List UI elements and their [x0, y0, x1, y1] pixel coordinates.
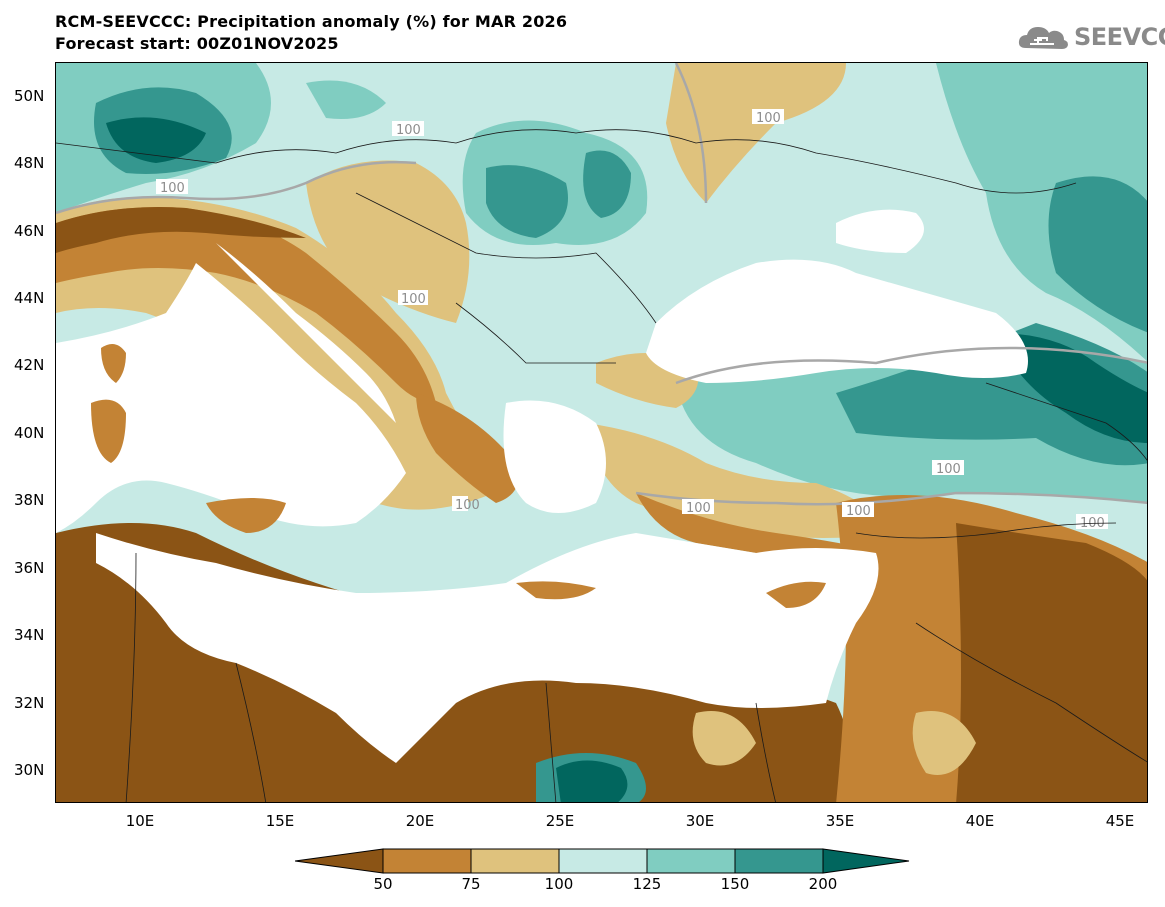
- lon-tick-label: 15E: [265, 812, 295, 830]
- contour-label: 100: [846, 504, 871, 519]
- lat-tick-label: 30N: [14, 761, 45, 779]
- lon-tick-label: 40E: [965, 812, 995, 830]
- contour-label: 100: [455, 498, 480, 513]
- egypt-dry-patch: [692, 711, 756, 766]
- logo-text: SEEVCCC: [1074, 23, 1165, 51]
- caucasus-extreme-wet-region: [996, 333, 1147, 443]
- south-anatolia-dry-band: [636, 493, 886, 565]
- lat-tick-label: 40N: [14, 424, 45, 442]
- pannonian-dry-region: [306, 160, 470, 323]
- contour-100-ukraine: [674, 63, 708, 204]
- aegean-sea: [503, 400, 606, 513]
- corsica-island: [101, 344, 126, 383]
- tyrrhenian-sea: [56, 263, 406, 533]
- russia-very-wet-region: [1048, 176, 1147, 333]
- colorbar-label: 75: [461, 875, 481, 893]
- colorbar-label: 100: [544, 875, 574, 893]
- lon-tick-label: 25E: [545, 812, 575, 830]
- greece-dry-band: [416, 393, 519, 503]
- border-line: [455, 302, 616, 364]
- contour-label: 100: [396, 123, 421, 138]
- border-line: [985, 382, 1147, 461]
- precipitation-anomaly-map: 100 100 100 100 100 100 100 100 100: [55, 62, 1148, 803]
- forecast-start-subtitle: Forecast start: 00Z01NOV2025: [55, 34, 339, 53]
- colorbar-segment: [822, 848, 910, 874]
- lat-tick-label: 50N: [14, 87, 45, 105]
- lat-tick-label: 38N: [14, 491, 45, 509]
- mediterranean-sea: [96, 533, 879, 763]
- ukraine-dry-patch: [666, 63, 846, 203]
- alps-extreme-wet-region: [106, 117, 206, 163]
- map-canvas: 100 100 100 100 100 100 100 100 100: [56, 63, 1147, 802]
- adriatic-sea: [216, 243, 396, 423]
- colorbar-label: 200: [808, 875, 838, 893]
- colorbar-segment: [558, 848, 648, 874]
- adriatic-dry-band: [56, 207, 436, 403]
- contour-label: 100: [401, 292, 426, 307]
- colorbar-segment: [470, 848, 560, 874]
- map-title: RCM-SEEVCCC: Precipitation anomaly (%) f…: [55, 12, 568, 31]
- lon-tick-label: 20E: [405, 812, 435, 830]
- alps-very-dry-band: [56, 207, 306, 253]
- colorbar-label: 125: [632, 875, 662, 893]
- colorbar-segment: [646, 848, 736, 874]
- lon-tick-label: 30E: [685, 812, 715, 830]
- border-line: [855, 522, 1147, 763]
- contour-100-anatolia: [675, 346, 1147, 385]
- romania-very-wet-region: [583, 150, 631, 218]
- colorbar-segment: [382, 848, 472, 874]
- contour-100-north: [56, 160, 417, 215]
- sea-of-azov: [836, 209, 924, 253]
- central-europe-wet-patch: [306, 80, 386, 119]
- lat-tick-label: 36N: [14, 559, 45, 577]
- libya-extreme-wet-patch: [556, 760, 628, 802]
- lat-tick-label: 44N: [14, 289, 45, 307]
- lat-tick-label: 42N: [14, 356, 45, 374]
- cyprus-island: [766, 581, 826, 608]
- colorbar-label: 50: [373, 875, 393, 893]
- border-line: [56, 129, 1077, 194]
- sardinia-island: [91, 399, 126, 463]
- lat-tick-label: 34N: [14, 626, 45, 644]
- contour-label: 100: [936, 462, 961, 477]
- contour-label: 100: [686, 501, 711, 516]
- sicily-island: [206, 498, 286, 533]
- lon-tick-label: 35E: [825, 812, 855, 830]
- lon-tick-label: 10E: [125, 812, 155, 830]
- border-line: [355, 192, 657, 324]
- colorbar-label: 150: [720, 875, 750, 893]
- contour-label: 100: [756, 111, 781, 126]
- colorbar-segment: [295, 848, 384, 874]
- lon-tick-label: 45E: [1105, 812, 1135, 830]
- crete-island: [516, 581, 596, 600]
- contour-label: 100: [160, 181, 185, 196]
- carpathian-very-wet-region: [486, 165, 568, 238]
- lat-tick-label: 32N: [14, 694, 45, 712]
- colorbar: [295, 848, 910, 874]
- lat-tick-label: 46N: [14, 222, 45, 240]
- syria-dry-patch: [912, 711, 976, 775]
- cloud-icon: [1018, 27, 1068, 49]
- seevccc-logo: SEEVCCC: [1016, 22, 1165, 52]
- border-line: [125, 552, 776, 802]
- lat-tick-label: 48N: [14, 154, 45, 172]
- arabia-very-dry-region: [956, 523, 1147, 802]
- colorbar-segment: [734, 848, 824, 874]
